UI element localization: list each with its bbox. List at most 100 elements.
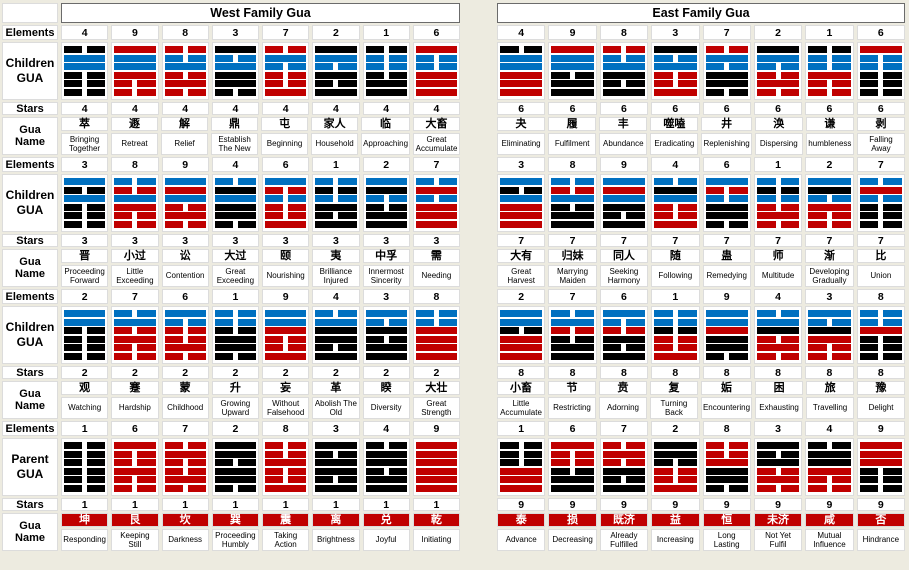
line-segment xyxy=(87,352,106,360)
hexagram-line xyxy=(415,46,457,53)
line-segment xyxy=(551,88,594,96)
children-gua-row xyxy=(497,42,905,100)
hexagram-line xyxy=(551,54,594,62)
line-segment xyxy=(705,344,748,352)
hexagram-line xyxy=(415,203,457,211)
stars-cell: 9 xyxy=(651,498,700,511)
line-segment xyxy=(265,476,284,484)
hexagram-line xyxy=(315,195,357,203)
hexagram-line xyxy=(602,46,646,53)
row-label-elements: Elements xyxy=(2,157,58,172)
line-segment xyxy=(187,46,206,53)
line-segment xyxy=(575,467,594,475)
hexagram-line xyxy=(602,467,646,475)
hexagram-line xyxy=(654,203,697,211)
stars-cell: 3 xyxy=(362,234,410,247)
hexagram-line xyxy=(64,71,106,79)
hexagram-line xyxy=(214,54,256,62)
gua-name-cell: 解 Relief xyxy=(161,117,209,155)
gua-name-chinese: 归妹 xyxy=(548,249,597,263)
hexagram-line xyxy=(756,195,800,203)
line-segment xyxy=(114,186,133,194)
line-segment xyxy=(87,203,106,211)
gua-name-english: Little Accumulate xyxy=(497,397,545,419)
element-value-cell: 9 xyxy=(856,421,905,436)
hexagram-line xyxy=(654,212,697,220)
line-segment xyxy=(602,352,646,360)
line-segment xyxy=(756,310,776,317)
gua-name-cell: 讼 Contention xyxy=(161,249,209,287)
line-segment xyxy=(654,178,673,185)
line-segment xyxy=(705,80,748,88)
row-label-children-gua: Children GUA xyxy=(2,174,58,232)
hexagram-line xyxy=(214,335,256,343)
element-value-cell: 8 xyxy=(702,421,751,436)
line-segment xyxy=(705,54,748,62)
gua-name-english: Taking Action xyxy=(262,529,310,551)
line-segment xyxy=(831,220,851,228)
line-segment xyxy=(831,318,851,326)
line-segment xyxy=(315,476,334,484)
gua-name-chinese: 损 xyxy=(548,513,597,527)
line-segment xyxy=(705,476,748,484)
line-segment xyxy=(164,484,183,492)
hexagram-line xyxy=(551,352,594,360)
stars-cell: 6 xyxy=(548,102,597,115)
hexagram-cell xyxy=(412,42,460,100)
line-segment xyxy=(883,484,902,492)
hexagram-line xyxy=(164,178,206,185)
hexagram-line xyxy=(64,484,106,492)
line-segment xyxy=(214,459,233,467)
gua-name-english: Little Exceeding xyxy=(111,265,159,287)
line-segment xyxy=(64,195,106,203)
hexagram-line xyxy=(415,442,457,449)
element-value-cell: 8 xyxy=(111,157,159,172)
gua-name-chinese: 家人 xyxy=(311,117,359,131)
line-segment xyxy=(114,212,133,220)
element-value-cell: 2 xyxy=(805,157,854,172)
stars-cell: 4 xyxy=(111,102,159,115)
children-gua-row xyxy=(497,306,905,364)
hexagram-line xyxy=(315,484,357,492)
line-segment xyxy=(883,335,902,343)
line-segment xyxy=(64,71,83,79)
line-segment xyxy=(64,178,106,185)
line-segment xyxy=(808,212,827,220)
line-segment xyxy=(626,459,646,467)
hexagram-line xyxy=(654,450,697,458)
hexagram-cell xyxy=(111,42,159,100)
hexagram-line xyxy=(705,212,748,220)
children-gua-row: Children GUA xyxy=(2,174,460,232)
gua-name-chinese: 益 xyxy=(651,513,700,527)
hexagram-cell xyxy=(161,438,209,496)
line-segment xyxy=(626,46,646,53)
line-segment xyxy=(756,318,800,326)
line-segment xyxy=(438,63,457,71)
line-segment xyxy=(315,71,357,79)
gua-name-chinese: 复 xyxy=(649,381,698,395)
hexagram-line xyxy=(551,178,594,185)
hexagram-line xyxy=(365,63,407,71)
line-segment xyxy=(729,88,748,96)
line-segment xyxy=(654,310,673,317)
gua-name-chinese: 遯 xyxy=(111,117,159,131)
hexagram-line xyxy=(808,80,851,88)
gua-name-row: Gua Name 观 Watching 蹇 Hardship 蒙 Childhood 升 Gro… xyxy=(2,381,460,419)
line-segment xyxy=(705,352,725,360)
hexagram-line xyxy=(602,318,646,326)
line-segment xyxy=(808,310,851,317)
line-segment xyxy=(808,80,827,88)
hexagram-line xyxy=(365,344,407,352)
element-value-cell: 8 xyxy=(412,289,460,304)
line-segment xyxy=(164,459,183,467)
gua-name-chinese: 艮 xyxy=(111,513,159,527)
line-segment xyxy=(705,467,748,475)
hexagram-line xyxy=(705,344,748,352)
line-segment xyxy=(187,203,206,211)
hexagram-line xyxy=(164,88,206,96)
gua-name-english: Proceeding Forward xyxy=(61,265,109,287)
line-segment xyxy=(500,467,543,475)
hexagram-line xyxy=(415,484,457,492)
line-segment xyxy=(780,178,800,185)
line-segment xyxy=(187,484,206,492)
